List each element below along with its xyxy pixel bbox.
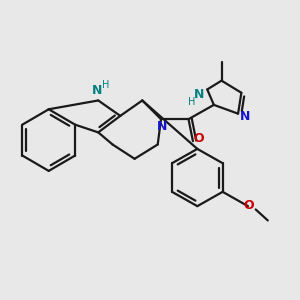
Text: N: N [92,84,102,97]
Text: H: H [188,97,196,106]
Text: H: H [102,80,110,90]
Text: O: O [193,133,204,146]
Text: O: O [244,199,254,212]
Text: N: N [194,88,205,101]
Text: N: N [239,110,250,124]
Text: N: N [157,120,167,134]
